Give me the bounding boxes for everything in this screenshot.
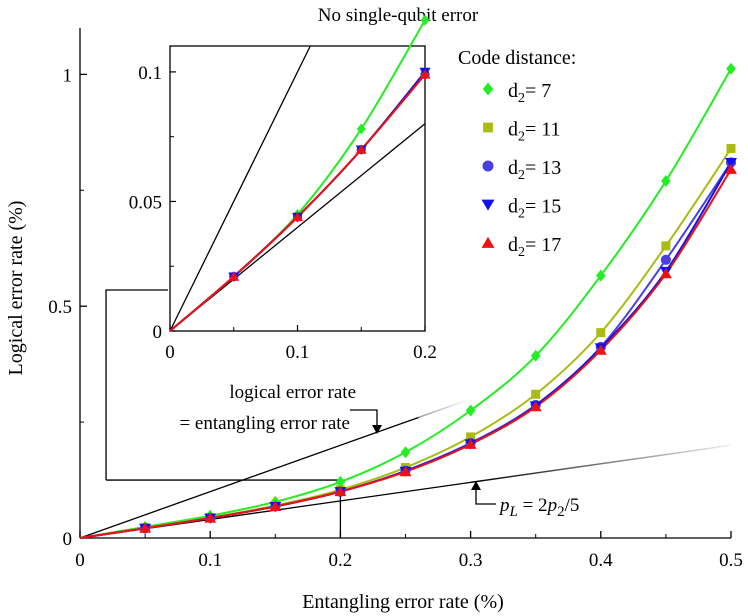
- point-d17-x0.45: [659, 268, 672, 279]
- point-d17-x0.1: [204, 512, 217, 523]
- point-d17-x0.25: [399, 466, 412, 477]
- point-d7-x0.25: [400, 446, 411, 459]
- annotation-pl-formula: pL = 2p2/5: [498, 495, 579, 520]
- inset-point-d17-x0.05: [228, 271, 240, 281]
- point-d7-x0.35: [530, 349, 541, 362]
- zoom-connector: [105, 289, 168, 481]
- point-d17-x0.15: [269, 500, 282, 511]
- inset-point-d17-x0.15: [355, 144, 367, 154]
- point-d17-x0.3: [464, 438, 477, 449]
- x-tick-label: 0.2: [329, 550, 353, 571]
- x-tick-label: 0.5: [719, 550, 743, 571]
- annotation-pl-arrowhead: [471, 481, 481, 490]
- x-axis-label: Entangling error rate (%): [302, 591, 504, 613]
- legend-label-d11: d2= 11: [508, 119, 561, 145]
- point-d7-x0.4: [596, 269, 606, 282]
- point-d11-x0.3: [466, 432, 476, 442]
- legend-marker-d7: [482, 82, 494, 96]
- legend-label-d15: d2= 15: [508, 196, 561, 222]
- point-d17-x0.4: [594, 344, 607, 355]
- x-tick-label: 0.1: [198, 550, 222, 571]
- inset-y-tick-label: 0.05: [129, 192, 162, 213]
- chart-title: No single-qubit error: [318, 5, 479, 26]
- legend-marker-d15: [481, 199, 495, 211]
- inset-x-tick-label: 0.1: [286, 342, 310, 363]
- legend-marker-d17: [481, 236, 495, 248]
- y-axis-label: Logical error rate (%): [5, 201, 27, 376]
- point-d17-x0.5: [725, 163, 737, 174]
- x-tick-label: 0.3: [459, 550, 483, 571]
- main-axes: 0 0.1 0.2 0.3 0.4 0.5 0 0.5 1: [48, 28, 743, 571]
- legend: Code distance: d2= 7 d2= 11 d2= 13 d2= 15 d2…: [458, 47, 576, 260]
- annotation-equality-arrowhead: [372, 425, 382, 434]
- data-markers: [139, 62, 737, 534]
- point-d17-x0.35: [529, 401, 542, 412]
- fit-curves: [79, 68, 732, 539]
- x-tick-label: 0.4: [589, 550, 613, 571]
- fit-curve-d7: [79, 68, 732, 539]
- inset-point-d7-x0.2: [420, 14, 430, 26]
- point-d7-x0.3: [465, 404, 476, 417]
- point-d11-x0.45: [661, 241, 671, 251]
- inset-point-d17-x0.2: [419, 69, 431, 79]
- point-d17-x0.05: [139, 522, 152, 533]
- legend-label-d7: d2= 7: [508, 80, 551, 106]
- point-d13-x0.45: [660, 254, 672, 265]
- annotation-equality-line2: = entangling error rate: [179, 413, 350, 434]
- equality-line-solid: [79, 416, 419, 539]
- point-d15-x0.5: [725, 157, 737, 169]
- y-tick-label: 0: [63, 529, 73, 550]
- point-d11-x0.35: [531, 389, 541, 399]
- legend-label-d17: d2= 17: [508, 234, 561, 260]
- equality-line-fade: [418, 370, 549, 419]
- point-d7-x0.2: [335, 475, 346, 488]
- legend-marker-d11: [483, 122, 493, 133]
- point-d11-x0.4: [596, 328, 606, 338]
- inset-x-tick-label: 0.2: [413, 342, 437, 363]
- y-tick-label: 0.5: [48, 297, 72, 318]
- point-d11-x0.5: [726, 144, 736, 154]
- annotation-equality-arrow: [350, 409, 378, 431]
- legend-label-d13: d2= 13: [508, 157, 561, 183]
- inset-equality-line: [169, 45, 311, 332]
- inset-point-d7-x0.15: [356, 123, 366, 135]
- fit-curve-d17: [79, 168, 732, 539]
- point-d7-x0.45: [661, 175, 671, 187]
- legend-title: Code distance:: [458, 47, 576, 69]
- inset-point-d17-x0.1: [292, 211, 303, 222]
- y-tick-label: 1: [63, 65, 73, 86]
- inset-x-tick-label: 0: [165, 342, 175, 363]
- point-d17-x0.2: [334, 485, 347, 497]
- annotation-equality-line1: logical error rate: [229, 382, 356, 403]
- inset-y-tick-label: 0.1: [138, 63, 162, 84]
- x-tick-label: 0: [75, 550, 85, 571]
- inset-plot: 0 0.1 0.2 0 0.05 0.1: [129, 14, 437, 363]
- point-d7-x0.5: [726, 62, 736, 75]
- pl-line-fade: [470, 444, 732, 484]
- inset-y-tick-label: 0: [153, 322, 163, 343]
- annotation-pl-arrow: [475, 483, 496, 505]
- legend-marker-d13: [482, 160, 494, 172]
